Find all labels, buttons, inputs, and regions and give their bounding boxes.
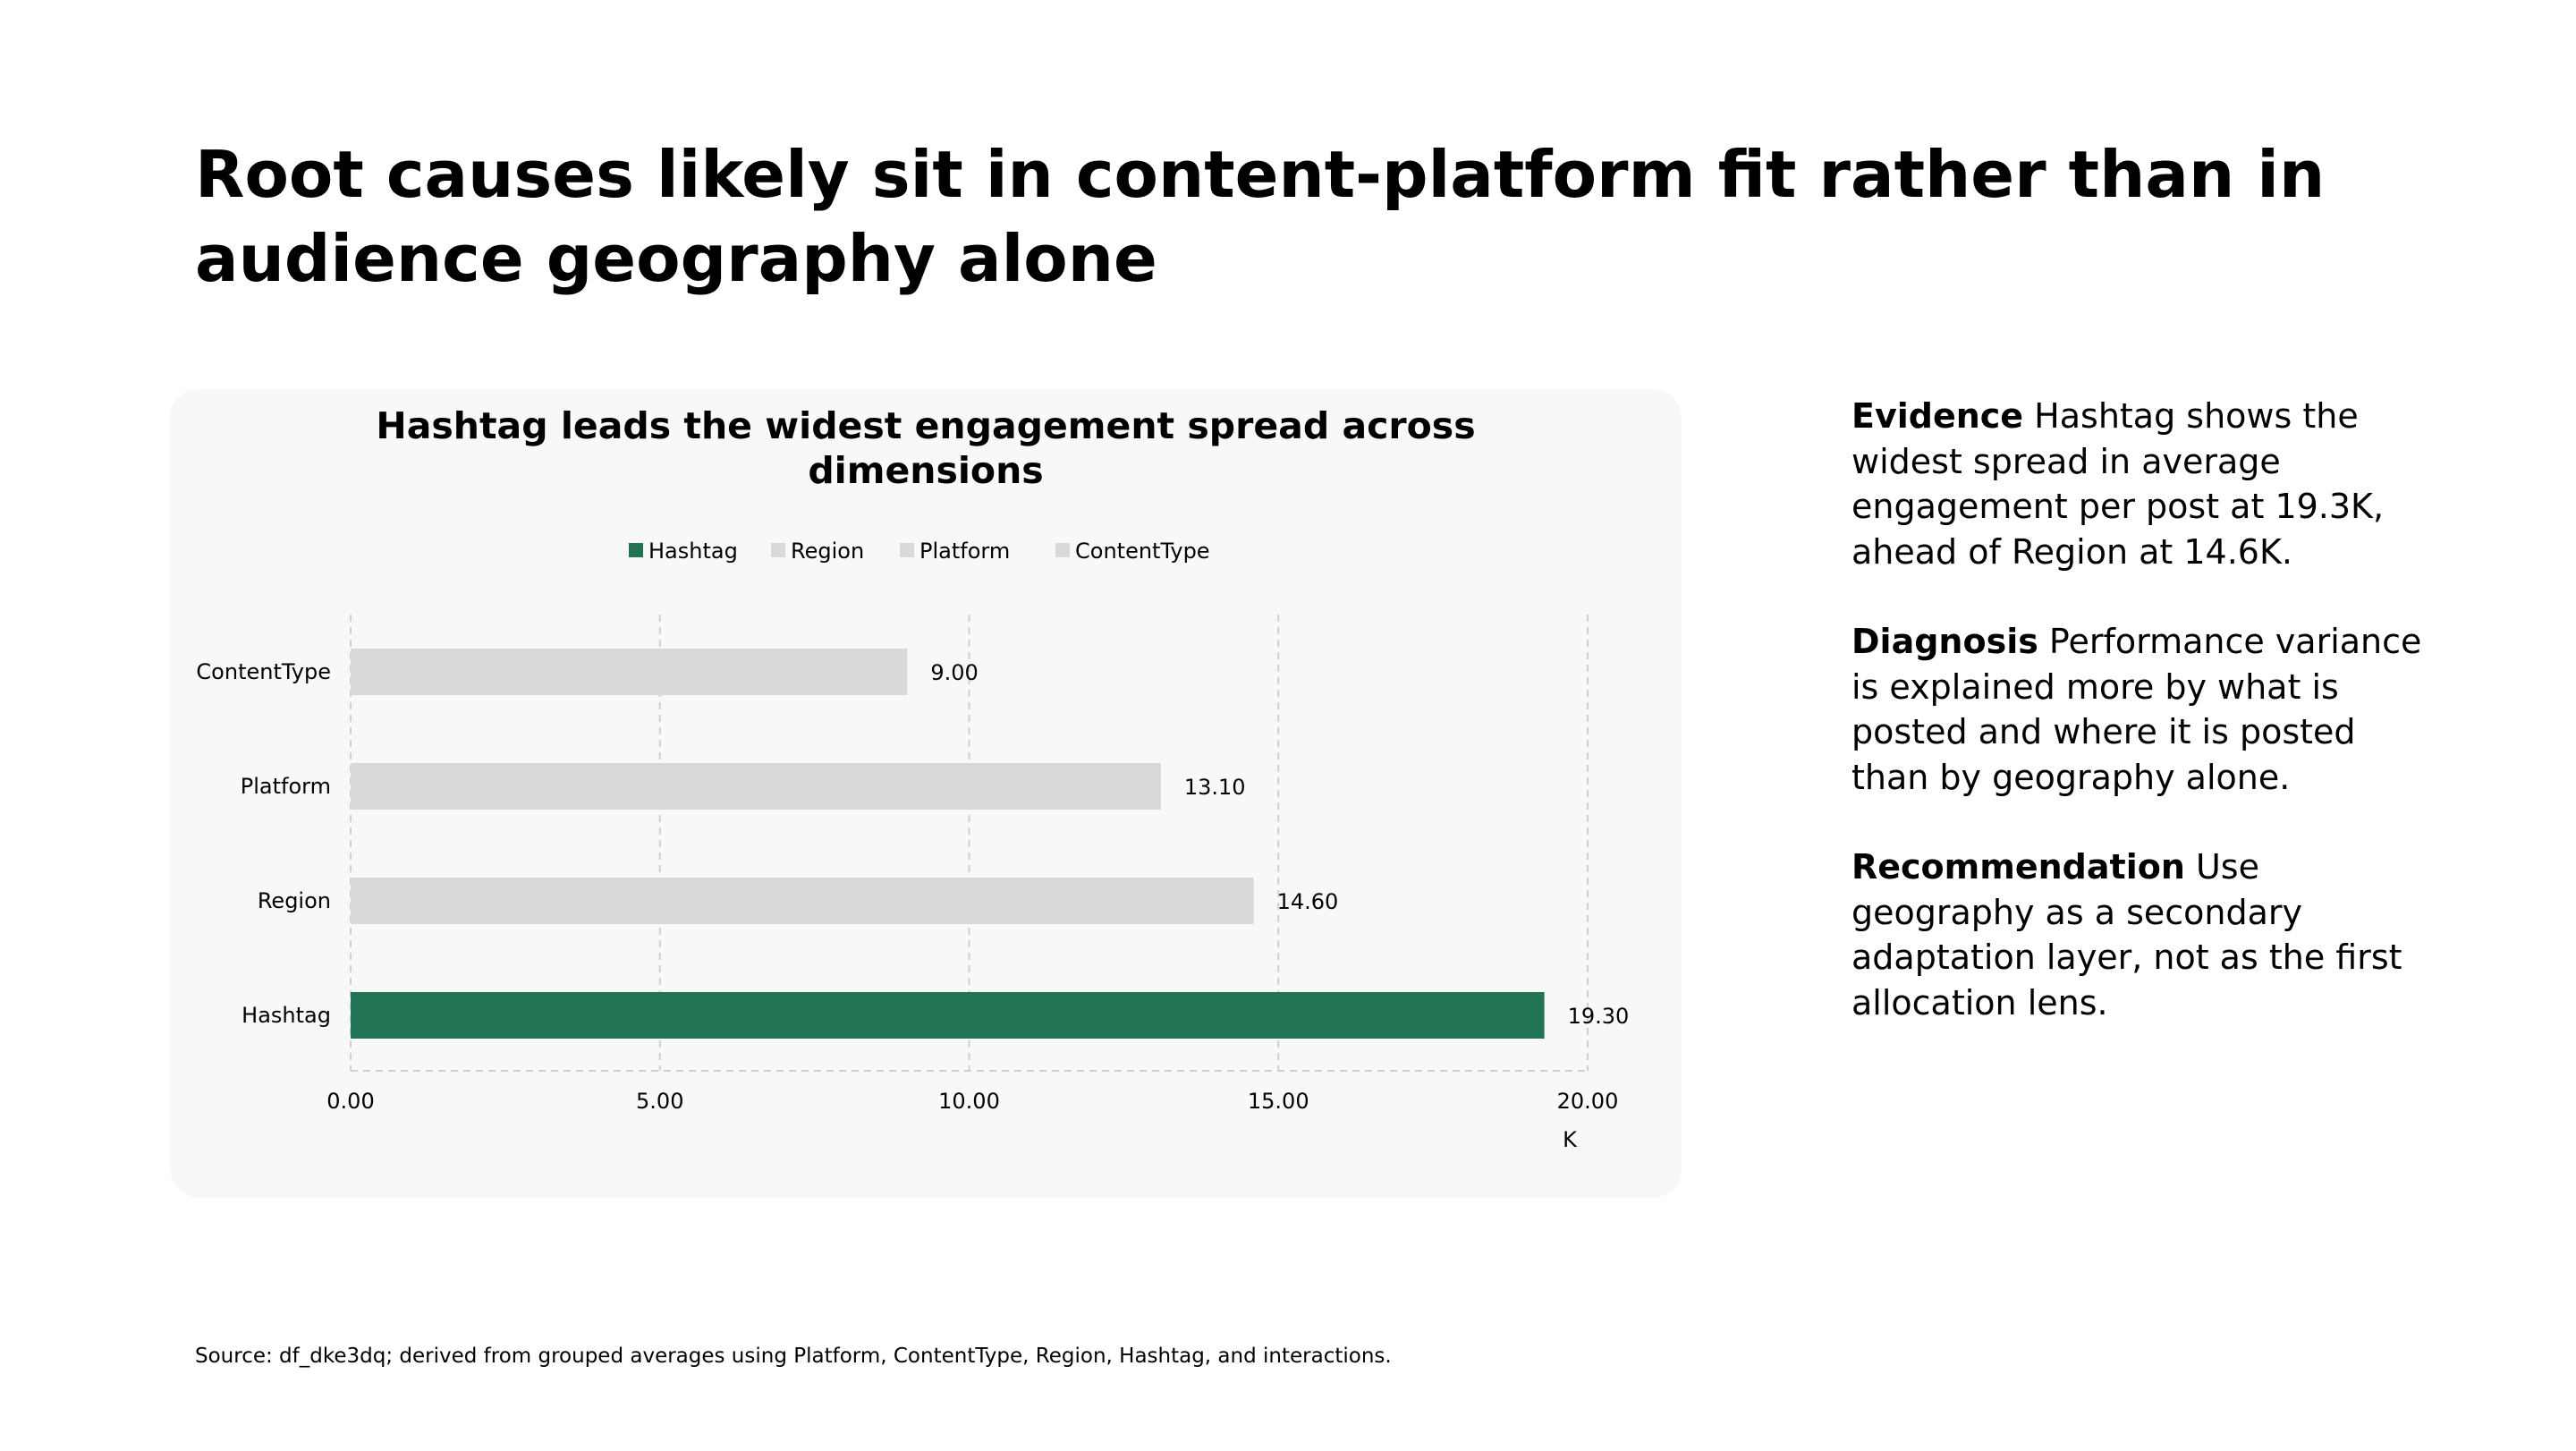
legend-label: Hashtag bbox=[648, 539, 738, 564]
x-tick-label: 20.00 bbox=[1557, 1089, 1619, 1114]
legend-swatch bbox=[771, 543, 785, 557]
data-label: 14.60 bbox=[1277, 889, 1339, 914]
diagnosis-text: Performance variance is explained more b… bbox=[1852, 622, 2422, 797]
chart-title-line: Hashtag leads the widest engagement spre… bbox=[376, 404, 1475, 447]
data-label: 9.00 bbox=[930, 660, 978, 685]
bar-chart: Hashtag leads the widest engagement spre… bbox=[196, 404, 1630, 1152]
legend-swatch bbox=[629, 543, 643, 557]
x-tick-label: 5.00 bbox=[636, 1089, 683, 1114]
data-label: 19.30 bbox=[1568, 1004, 1630, 1029]
slide-title: Root causes likely sit in content-platfo… bbox=[195, 137, 2326, 296]
category-label: ContentType bbox=[196, 659, 331, 684]
recommendation-label: Recommendation bbox=[1852, 847, 2185, 887]
evidence-paragraph: Evidence Hashtag shows the widest spread… bbox=[1852, 394, 2424, 574]
legend-label: ContentType bbox=[1075, 539, 1210, 564]
category-label: Hashtag bbox=[242, 1003, 331, 1028]
legend-label: Platform bbox=[919, 539, 1010, 564]
bar bbox=[351, 992, 1545, 1039]
evidence-label: Evidence bbox=[1852, 396, 2024, 436]
category-label: Region bbox=[258, 888, 331, 913]
recommendation-text: Use geography as a secondary adaptation … bbox=[1852, 847, 2402, 1022]
legend-swatch bbox=[900, 543, 914, 557]
x-axis-unit: K bbox=[1563, 1127, 1578, 1152]
category-label: Platform bbox=[241, 774, 331, 799]
legend-swatch bbox=[1055, 543, 1070, 557]
bar bbox=[351, 763, 1161, 810]
evidence-text: Hashtag shows the widest spread in avera… bbox=[1852, 396, 2385, 572]
source-note: Source: df_dke3dq; derived from grouped … bbox=[195, 1345, 1392, 1368]
x-tick-label: 15.00 bbox=[1248, 1089, 1309, 1114]
bar bbox=[351, 878, 1254, 924]
diagnosis-label: Diagnosis bbox=[1852, 622, 2038, 661]
data-label: 13.10 bbox=[1184, 775, 1246, 800]
legend-label: Region bbox=[791, 539, 864, 564]
x-tick-label: 10.00 bbox=[938, 1089, 1000, 1114]
bar bbox=[351, 649, 908, 695]
chart-title-line: dimensions bbox=[808, 449, 1043, 492]
recommendation-paragraph: Recommendation Use geography as a second… bbox=[1852, 844, 2424, 1025]
x-tick-label: 0.00 bbox=[326, 1089, 374, 1114]
diagnosis-paragraph: Diagnosis Performance variance is explai… bbox=[1852, 619, 2424, 800]
chart-card: Hashtag leads the widest engagement spre… bbox=[170, 389, 1682, 1198]
insight-panel: Evidence Hashtag shows the widest spread… bbox=[1852, 394, 2424, 1070]
